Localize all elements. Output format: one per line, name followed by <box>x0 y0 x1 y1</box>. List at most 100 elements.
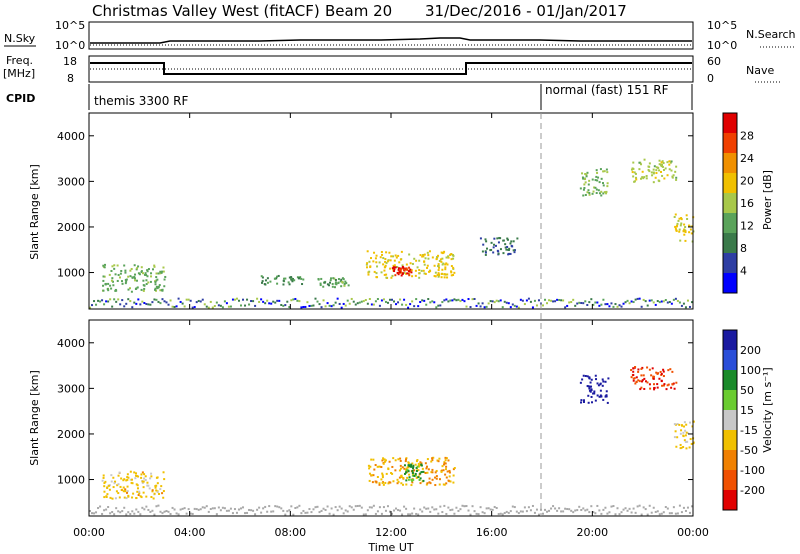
data-mark <box>116 264 119 267</box>
data-mark <box>126 476 129 479</box>
data-mark <box>420 269 423 272</box>
data-mark <box>605 394 608 397</box>
colorbar-tick-label: 12 <box>740 220 754 233</box>
data-mark <box>376 465 379 468</box>
data-mark <box>435 469 438 472</box>
ground-scatter-mark <box>237 299 240 302</box>
data-mark <box>589 381 592 384</box>
colorbar-tick-label: 100 <box>740 364 761 377</box>
ground-scatter-mark <box>688 511 691 514</box>
data-mark <box>442 483 445 486</box>
data-mark <box>140 473 143 476</box>
ground-scatter-mark <box>292 513 295 516</box>
data-mark <box>136 487 139 490</box>
data-mark <box>642 374 645 377</box>
ground-scatter-mark <box>143 508 146 511</box>
data-mark <box>648 165 651 168</box>
data-mark <box>661 165 664 168</box>
ground-scatter-mark <box>574 304 577 307</box>
ground-scatter-mark <box>179 300 182 303</box>
ground-scatter-mark <box>346 510 349 513</box>
ground-scatter-mark <box>431 300 434 303</box>
data-mark <box>390 276 393 279</box>
data-mark <box>115 490 118 493</box>
ground-scatter-mark <box>105 300 108 303</box>
data-mark <box>453 271 456 274</box>
data-mark <box>403 467 406 470</box>
ground-scatter-mark <box>121 299 124 302</box>
data-mark <box>441 257 444 260</box>
nsearch-label: N.Search <box>746 28 796 41</box>
data-mark <box>632 175 635 178</box>
ground-scatter-mark <box>213 507 216 510</box>
ground-scatter-mark <box>137 510 140 513</box>
data-mark <box>392 457 395 460</box>
data-mark <box>381 459 384 462</box>
data-mark <box>654 176 657 179</box>
data-mark <box>137 494 140 497</box>
ground-scatter-mark <box>244 512 247 515</box>
data-mark <box>591 178 594 181</box>
ground-scatter-mark <box>588 511 591 514</box>
data-mark <box>376 476 379 479</box>
data-mark <box>131 482 134 485</box>
data-mark <box>138 273 141 276</box>
ground-scatter-mark <box>272 510 275 513</box>
ground-scatter-mark <box>147 508 150 511</box>
ground-scatter-mark <box>483 512 486 515</box>
data-mark <box>384 481 387 484</box>
data-mark <box>582 194 585 197</box>
ground-scatter-mark <box>161 512 164 515</box>
data-mark <box>638 161 641 164</box>
ground-scatter-mark <box>636 505 639 508</box>
ground-scatter-mark <box>205 305 208 308</box>
ground-scatter-mark <box>270 302 273 305</box>
ground-scatter-mark <box>199 300 202 303</box>
data-mark <box>112 284 115 287</box>
ground-scatter-mark <box>632 301 635 304</box>
ground-scatter-mark <box>356 504 359 507</box>
ground-scatter-mark <box>632 507 635 510</box>
ground-scatter-mark <box>453 512 456 515</box>
data-mark <box>651 367 654 370</box>
ground-scatter-mark <box>117 510 120 513</box>
data-mark <box>402 483 405 486</box>
colorbar-segment <box>723 490 737 511</box>
data-mark <box>405 469 408 472</box>
ground-scatter-mark <box>539 508 542 511</box>
data-mark <box>429 270 432 273</box>
data-mark <box>633 377 636 380</box>
ground-scatter-mark <box>656 300 659 303</box>
data-mark <box>142 279 145 282</box>
data-mark <box>146 269 149 272</box>
x-tick-label: 08:00 <box>274 526 306 539</box>
ground-scatter-mark <box>485 507 488 510</box>
ground-scatter-mark <box>491 300 494 303</box>
data-mark <box>650 374 653 377</box>
ground-scatter-mark <box>556 298 559 301</box>
data-mark <box>150 472 153 475</box>
data-mark <box>661 174 664 177</box>
data-mark <box>119 272 122 275</box>
data-mark <box>647 168 650 171</box>
data-mark <box>101 479 104 482</box>
data-mark <box>341 277 344 280</box>
data-mark <box>397 273 400 276</box>
data-mark <box>600 395 603 398</box>
data-mark <box>140 271 143 274</box>
data-mark <box>365 263 368 266</box>
data-mark <box>144 475 147 478</box>
colorbar-tick-label: -15 <box>740 424 758 437</box>
ground-scatter-mark <box>678 504 681 507</box>
ground-scatter-mark <box>409 513 412 516</box>
data-mark <box>135 287 138 290</box>
data-mark <box>583 186 586 189</box>
data-mark <box>427 468 430 471</box>
ground-scatter-mark <box>352 300 355 303</box>
ground-scatter-mark <box>107 300 110 303</box>
data-mark <box>597 176 600 179</box>
data-mark <box>146 484 149 487</box>
ground-scatter-mark <box>145 303 148 306</box>
ground-scatter-mark <box>191 306 194 309</box>
ground-scatter-mark <box>304 511 307 514</box>
